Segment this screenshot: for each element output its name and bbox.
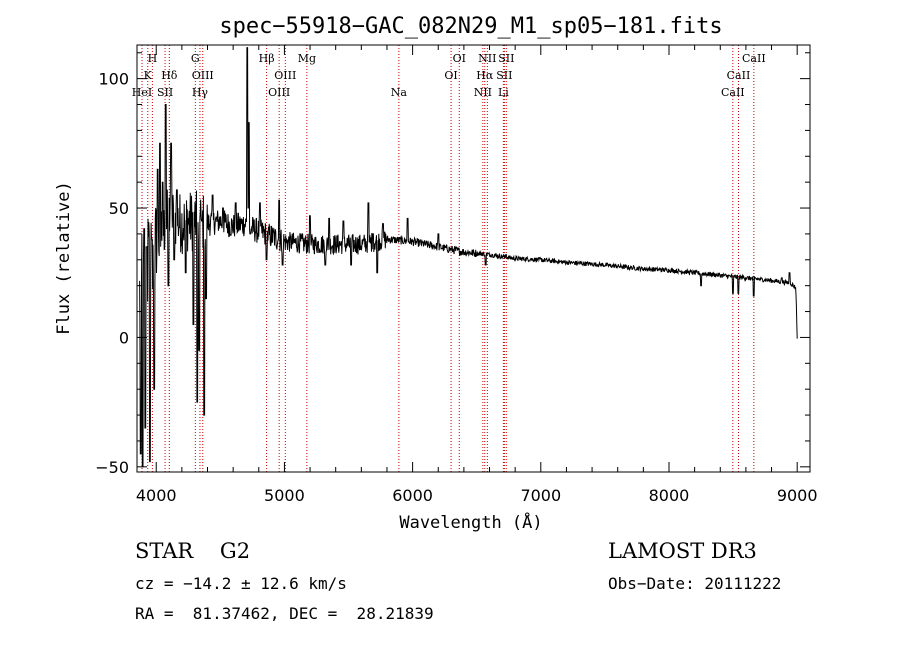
line-label-18: Li bbox=[498, 86, 509, 99]
line-label-17: NII bbox=[478, 52, 496, 65]
line-label-20: SII bbox=[498, 52, 514, 65]
line-label-4: Hδ bbox=[161, 69, 178, 82]
line-label-14: OI bbox=[453, 52, 466, 65]
chart-title: spec−55918−GAC_082N29_M1_sp05−181.fits bbox=[219, 14, 722, 39]
line-label-19: SII bbox=[496, 69, 512, 82]
y-tick-label-3: 100 bbox=[98, 70, 129, 89]
x-tick-label-3: 7000 bbox=[520, 486, 561, 505]
plot-frame bbox=[136, 44, 811, 473]
y-tick-label-0: −50 bbox=[95, 458, 129, 477]
line-label-3: SII bbox=[157, 86, 173, 99]
x-tick-label-5: 9000 bbox=[777, 486, 818, 505]
line-label-16: Hα bbox=[476, 69, 494, 82]
line-label-6: Hγ bbox=[192, 86, 209, 99]
line-label-2: H bbox=[148, 52, 158, 65]
x-axis-label: Wavelength (Å) bbox=[399, 511, 542, 533]
spectral-line-labels: HeIKHSIIHδGHγOIIIHβOIIIOIIIMgNaOIOINIIHα… bbox=[132, 52, 766, 99]
line-label-11: Mg bbox=[298, 52, 316, 65]
line-label-0: HeI bbox=[132, 86, 152, 99]
line-label-8: Hβ bbox=[259, 52, 275, 65]
line-label-5: G bbox=[191, 52, 200, 65]
line-label-13: OI bbox=[444, 69, 457, 82]
line-label-1: K bbox=[144, 69, 153, 82]
line-label-9: OIII bbox=[268, 86, 290, 99]
ra-dec: RA = 81.37462, DEC = 28.21839 bbox=[135, 604, 434, 623]
x-axis-ticks: 4000 5000 6000 7000 8000 9000 bbox=[136, 45, 818, 505]
x-tick-label-0: 4000 bbox=[136, 486, 177, 505]
x-tick-label-2: 6000 bbox=[392, 486, 433, 505]
x-tick-label-4: 8000 bbox=[649, 486, 690, 505]
line-label-15: NII bbox=[474, 86, 492, 99]
spectral-line-markers bbox=[141, 45, 755, 472]
line-label-7: OIII bbox=[192, 69, 214, 82]
object-class: STAR G2 bbox=[135, 539, 251, 563]
y-axis-ticks: −50 0 50 100 bbox=[95, 52, 810, 477]
line-label-22: CaII bbox=[727, 69, 751, 82]
spectrum-line bbox=[139, 47, 798, 468]
redshift-cz: cz = −14.2 ± 12.6 km/s bbox=[135, 574, 347, 593]
x-tick-label-1: 5000 bbox=[264, 486, 305, 505]
line-label-21: CaII bbox=[721, 86, 745, 99]
line-label-12: Na bbox=[391, 86, 408, 99]
y-tick-label-2: 50 bbox=[109, 199, 129, 218]
y-tick-label-1: 0 bbox=[119, 328, 129, 347]
survey-name: LAMOST DR3 bbox=[608, 539, 757, 563]
observation-date: Obs−Date: 20111222 bbox=[608, 574, 782, 593]
y-axis-label: Flux (relative) bbox=[54, 181, 74, 335]
line-label-23: CaII bbox=[742, 52, 766, 65]
line-label-10: OIII bbox=[274, 69, 296, 82]
